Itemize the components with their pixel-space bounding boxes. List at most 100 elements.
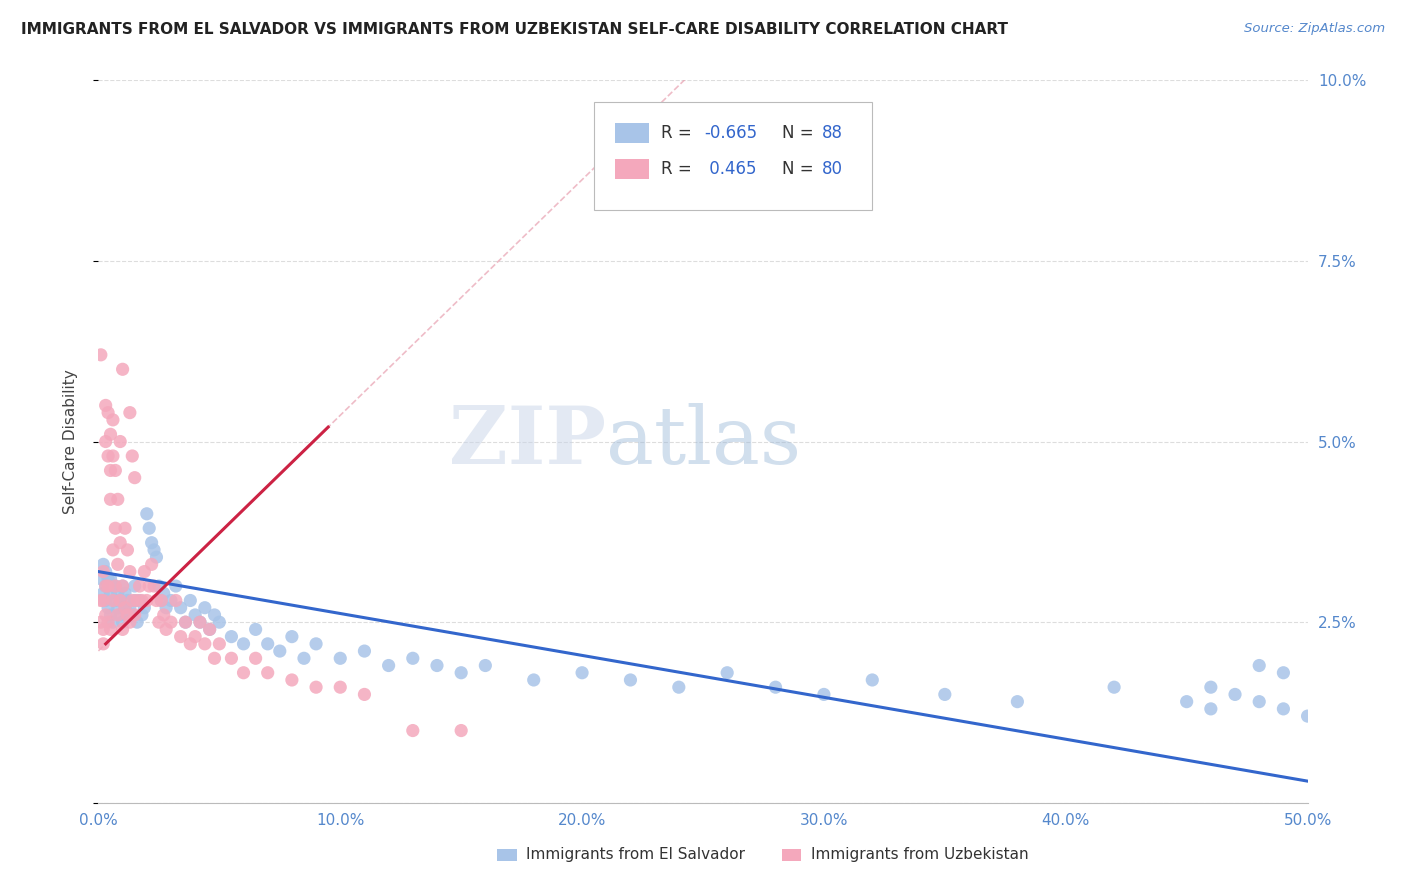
Point bbox=[165, 593, 187, 607]
Point bbox=[134, 600, 156, 615]
Point bbox=[107, 607, 129, 622]
FancyBboxPatch shape bbox=[498, 849, 517, 861]
Point bbox=[117, 607, 139, 622]
Point bbox=[108, 593, 131, 607]
Point bbox=[118, 600, 141, 615]
Point bbox=[198, 623, 221, 637]
Point bbox=[91, 593, 114, 607]
Text: Immigrants from El Salvador: Immigrants from El Salvador bbox=[526, 847, 745, 863]
Point bbox=[100, 492, 122, 507]
Point bbox=[1249, 658, 1271, 673]
Point bbox=[329, 651, 352, 665]
Point bbox=[128, 579, 150, 593]
Point bbox=[160, 593, 183, 607]
FancyBboxPatch shape bbox=[782, 849, 801, 861]
Point bbox=[179, 637, 201, 651]
Point bbox=[111, 623, 134, 637]
Point bbox=[97, 572, 120, 586]
Point bbox=[118, 615, 141, 630]
Point bbox=[813, 687, 835, 701]
Point bbox=[281, 673, 304, 687]
Point bbox=[104, 579, 127, 593]
Point bbox=[101, 542, 124, 557]
Point bbox=[169, 630, 191, 644]
Point bbox=[101, 615, 124, 630]
Point bbox=[104, 579, 127, 593]
Point bbox=[97, 449, 120, 463]
Point bbox=[114, 586, 136, 600]
Point bbox=[118, 565, 141, 579]
Point bbox=[1199, 680, 1222, 694]
Point bbox=[1296, 709, 1319, 723]
Point bbox=[148, 615, 170, 630]
Point bbox=[150, 593, 173, 607]
FancyBboxPatch shape bbox=[595, 102, 872, 211]
Point bbox=[127, 615, 149, 630]
Point bbox=[124, 579, 146, 593]
Text: Immigrants from Uzbekistan: Immigrants from Uzbekistan bbox=[811, 847, 1028, 863]
Point bbox=[134, 565, 156, 579]
Point bbox=[934, 687, 956, 701]
Point bbox=[155, 623, 177, 637]
Point bbox=[305, 637, 328, 651]
Point bbox=[194, 600, 217, 615]
Point bbox=[100, 586, 122, 600]
Point bbox=[91, 623, 114, 637]
Text: R =: R = bbox=[661, 124, 697, 142]
Point bbox=[124, 593, 146, 607]
Point bbox=[194, 637, 217, 651]
Point bbox=[450, 665, 472, 680]
Point bbox=[571, 665, 593, 680]
Point bbox=[1199, 702, 1222, 716]
Point bbox=[100, 427, 122, 442]
Point bbox=[111, 362, 134, 376]
Point bbox=[152, 586, 174, 600]
Point bbox=[97, 406, 120, 420]
Point bbox=[184, 607, 207, 622]
Point bbox=[179, 593, 201, 607]
Point bbox=[94, 579, 117, 593]
Point bbox=[118, 406, 141, 420]
Point bbox=[329, 680, 352, 694]
Point bbox=[204, 651, 226, 665]
Point bbox=[208, 637, 231, 651]
Point bbox=[138, 579, 160, 593]
Point bbox=[150, 593, 173, 607]
Point bbox=[377, 658, 399, 673]
Point bbox=[111, 579, 134, 593]
Point bbox=[94, 607, 117, 622]
Point bbox=[143, 542, 166, 557]
Point bbox=[765, 680, 787, 694]
Point bbox=[450, 723, 472, 738]
Text: 88: 88 bbox=[821, 124, 842, 142]
Point bbox=[402, 723, 425, 738]
Point bbox=[91, 637, 114, 651]
Text: ZIP: ZIP bbox=[450, 402, 606, 481]
Point bbox=[90, 593, 112, 607]
Point bbox=[155, 600, 177, 615]
Point bbox=[152, 607, 174, 622]
Point bbox=[426, 658, 449, 673]
Point bbox=[135, 593, 157, 607]
Point bbox=[101, 593, 124, 607]
Point bbox=[208, 615, 231, 630]
Point bbox=[91, 586, 114, 600]
Point bbox=[141, 558, 163, 572]
Point bbox=[169, 600, 191, 615]
Point bbox=[91, 558, 114, 572]
Point bbox=[1223, 687, 1246, 701]
Point bbox=[101, 449, 124, 463]
Point bbox=[108, 607, 131, 622]
Point bbox=[108, 434, 131, 449]
Point bbox=[97, 600, 120, 615]
Point bbox=[97, 615, 120, 630]
Point bbox=[474, 658, 496, 673]
Point bbox=[107, 600, 129, 615]
Point bbox=[353, 687, 375, 701]
Point bbox=[94, 398, 117, 412]
Point bbox=[100, 623, 122, 637]
Point bbox=[245, 623, 267, 637]
Point bbox=[292, 651, 315, 665]
Point bbox=[121, 607, 143, 622]
Point bbox=[1007, 695, 1029, 709]
